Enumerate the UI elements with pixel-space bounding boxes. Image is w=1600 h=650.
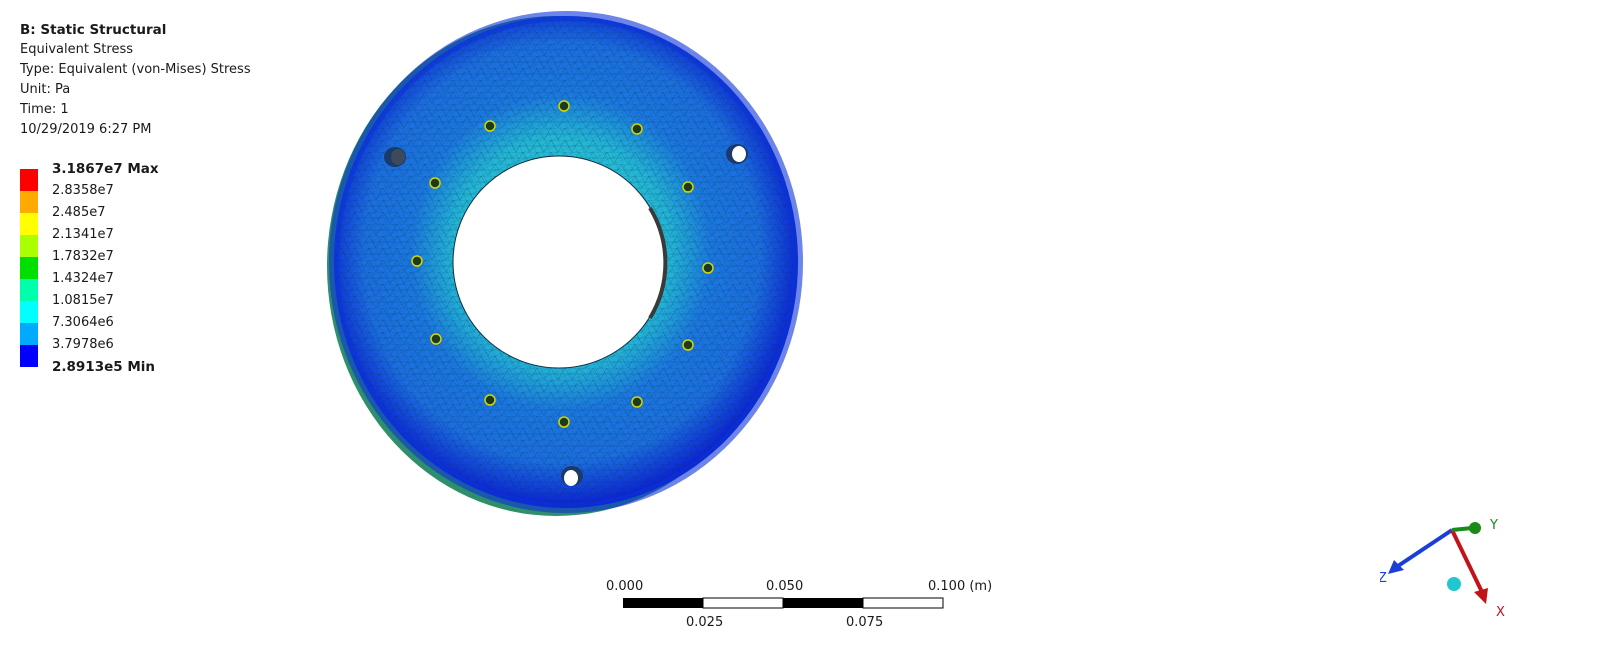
legend-level-label: 1.4324e7 bbox=[52, 271, 114, 286]
scale-label-100: 0.100 (m) bbox=[928, 579, 993, 594]
model-viewport[interactable] bbox=[320, 8, 820, 532]
legend-level-label: 2.8358e7 bbox=[52, 183, 114, 198]
scale-label-0: 0.000 bbox=[606, 579, 644, 594]
result-name: Equivalent Stress bbox=[20, 42, 134, 57]
legend-min-label: 2.8913e5 Min bbox=[52, 359, 156, 375]
result-type: Type: Equivalent (von-Mises) Stress bbox=[20, 62, 251, 77]
scale-label-075: 0.075 bbox=[846, 615, 884, 630]
orientation-triad[interactable]: Y Z X bbox=[1378, 510, 1540, 634]
bolt-hole-pattern bbox=[411, 100, 714, 428]
mounting-holes bbox=[384, 144, 748, 486]
legend-swatch-8 bbox=[20, 323, 38, 345]
triad-y-label: Y bbox=[1489, 518, 1498, 533]
legend-max-label: 3.1867e7 Max bbox=[52, 161, 159, 177]
triad-x-label: X bbox=[1496, 605, 1505, 620]
scale-bar: 0.000 0.050 0.100 (m) 0.025 0.075 bbox=[590, 575, 1010, 645]
scale-label-050: 0.050 bbox=[766, 579, 804, 594]
analysis-system-title: B: Static Structural bbox=[20, 22, 167, 38]
legend-swatch-9 bbox=[20, 345, 38, 367]
legend-swatch-3 bbox=[20, 213, 38, 235]
legend-level-label: 3.7978e6 bbox=[52, 337, 114, 352]
legend-swatch-1 bbox=[20, 169, 38, 191]
center-bore bbox=[452, 155, 666, 369]
legend-level-label: 1.7832e7 bbox=[52, 249, 114, 264]
legend-swatch-7 bbox=[20, 301, 38, 323]
legend-level-label: 1.0815e7 bbox=[52, 293, 114, 308]
result-time: Time: 1 bbox=[20, 102, 69, 117]
result-timestamp: 10/29/2019 6:27 PM bbox=[20, 122, 152, 137]
legend-swatch-5 bbox=[20, 257, 38, 279]
legend-swatch-4 bbox=[20, 235, 38, 257]
scale-label-025: 0.025 bbox=[686, 615, 724, 630]
result-info: B: Static Structural Equivalent Stress T… bbox=[20, 20, 251, 140]
result-unit: Unit: Pa bbox=[20, 82, 71, 97]
legend-level-label: 2.1341e7 bbox=[52, 227, 114, 242]
legend-swatch-2 bbox=[20, 191, 38, 213]
legend-swatch-6 bbox=[20, 279, 38, 301]
triad-z-label: Z bbox=[1380, 571, 1387, 586]
legend-level-label: 7.3064e6 bbox=[52, 315, 114, 330]
legend-level-label: 2.485e7 bbox=[52, 205, 106, 220]
